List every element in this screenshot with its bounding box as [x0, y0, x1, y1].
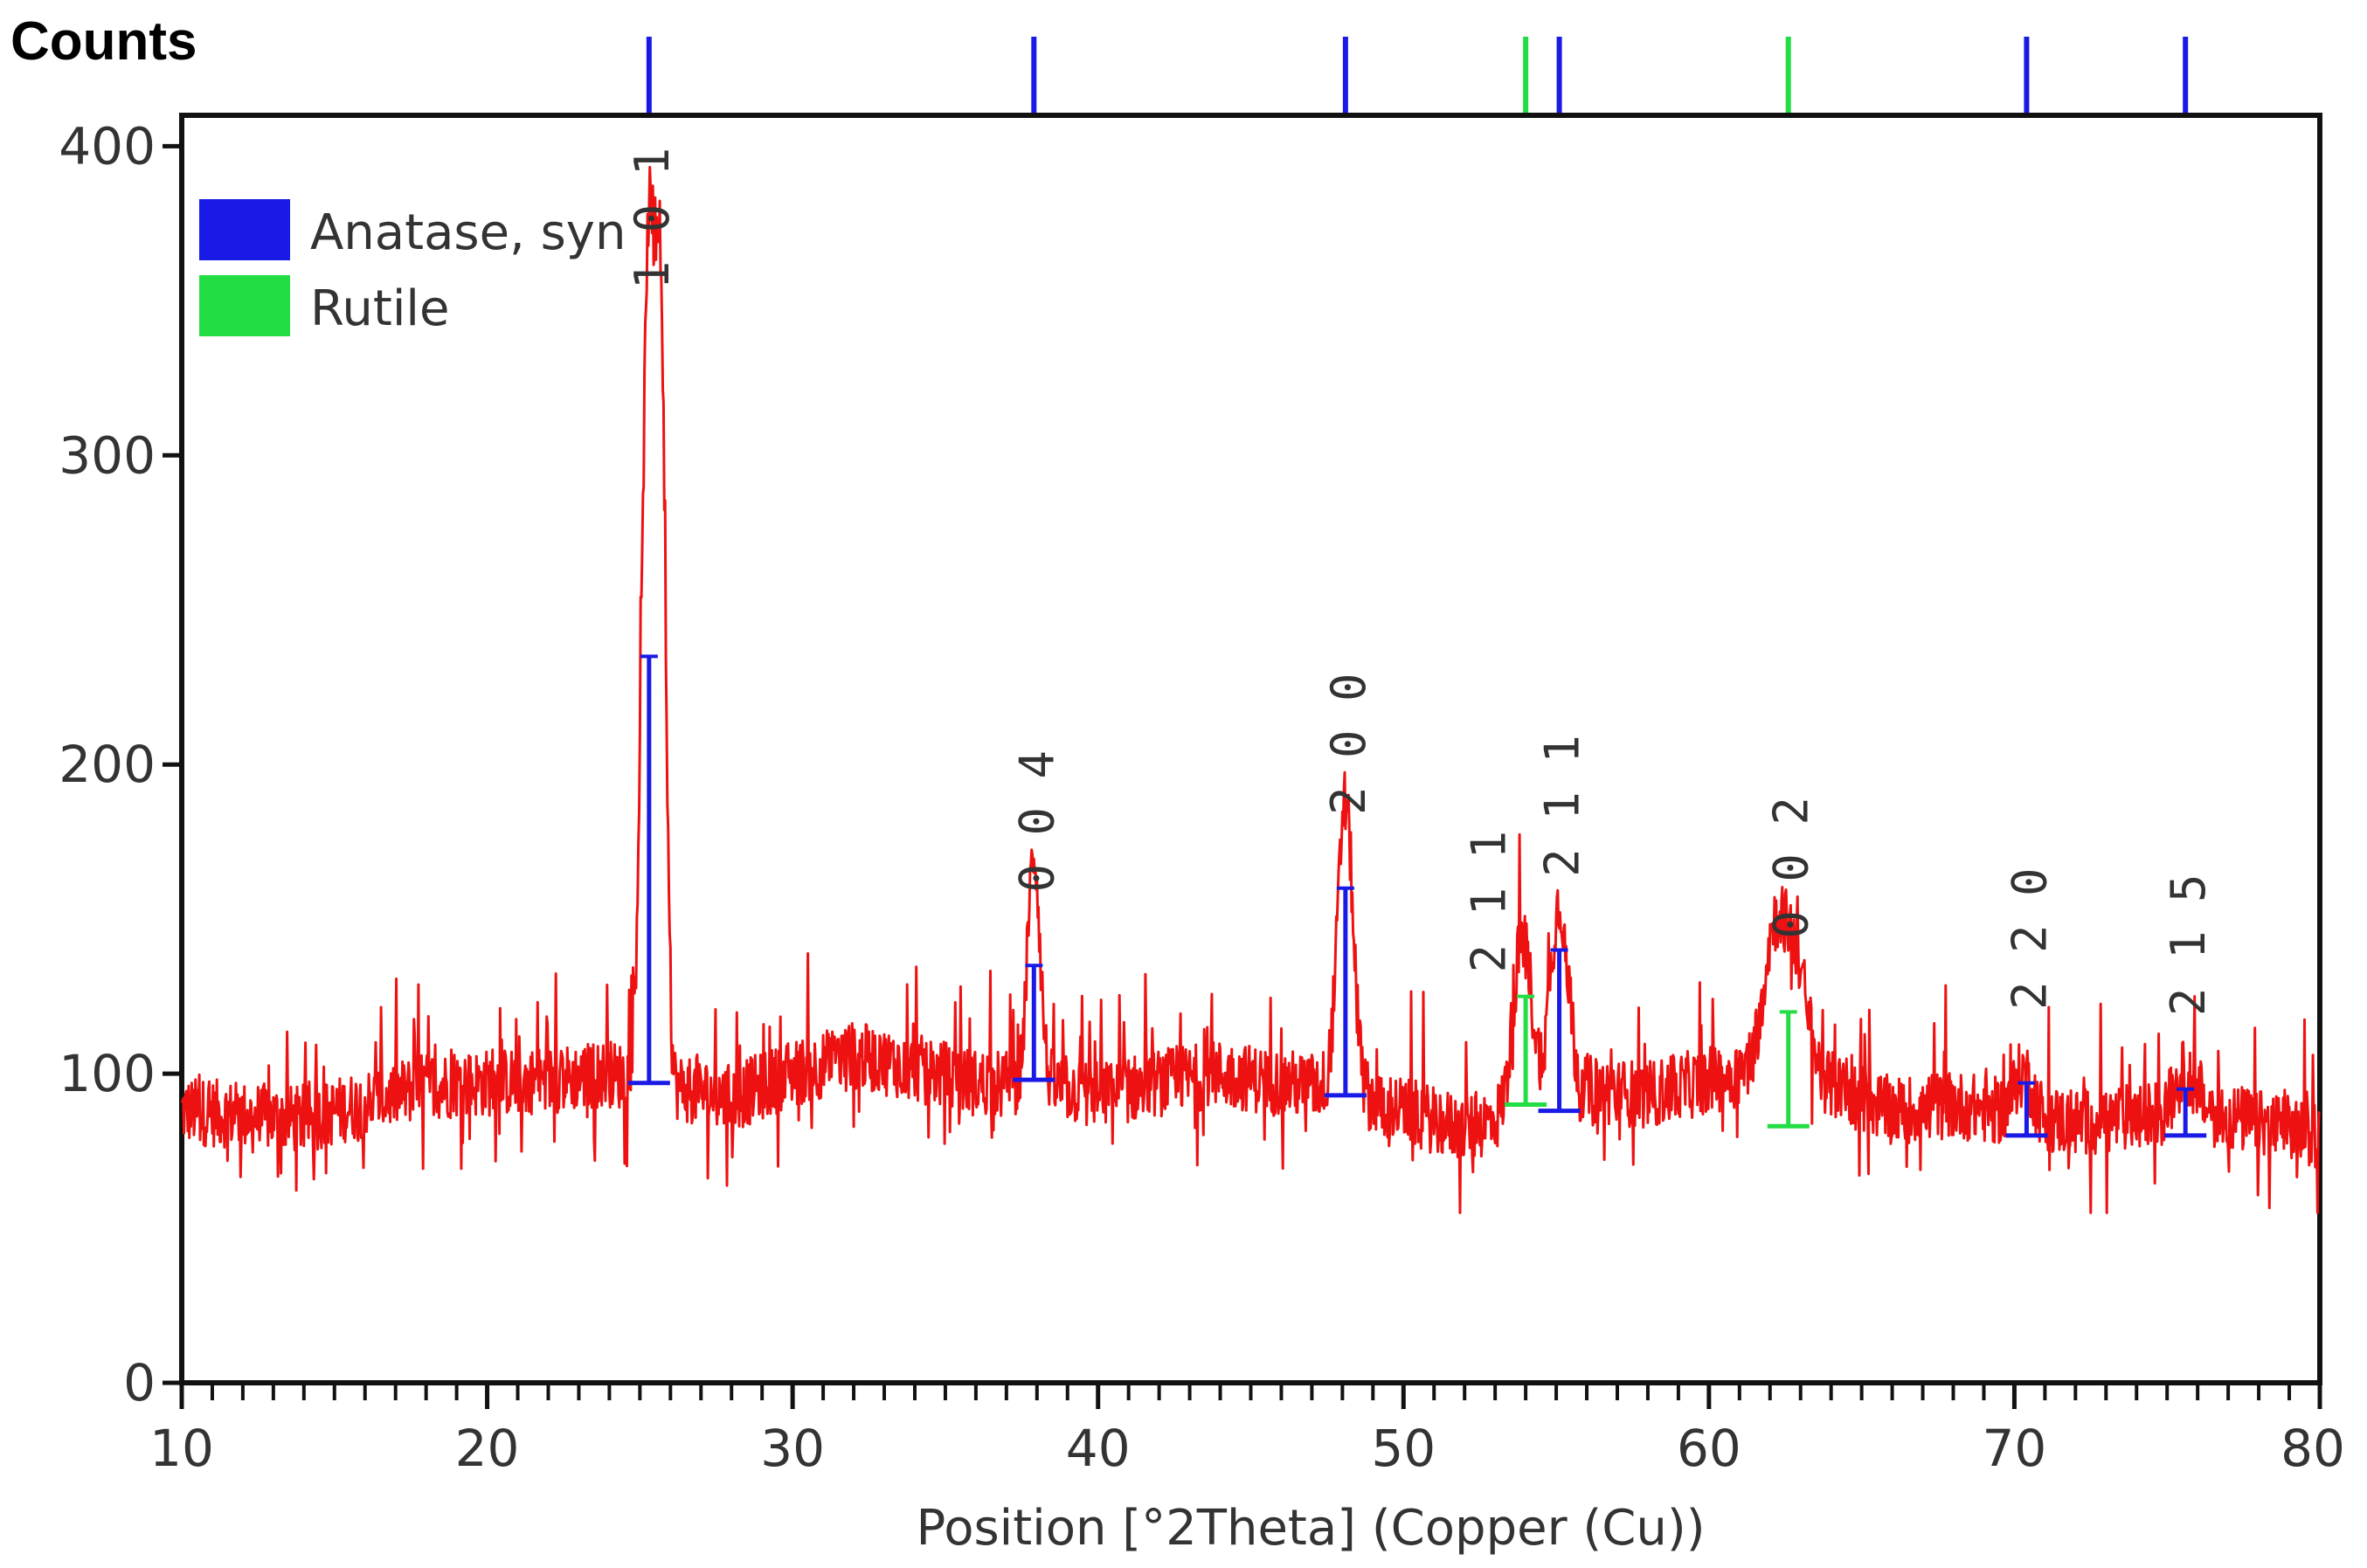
y-tick-label: 0 [123, 1353, 156, 1413]
hkl-label: 0 0 4 [1009, 750, 1064, 893]
hkl-label: 2 1 1 [1462, 831, 1517, 973]
x-tick-label: 60 [1677, 1419, 1741, 1478]
x-tick-label: 40 [1066, 1419, 1131, 1478]
hkl-label: 2 1 5 [2161, 874, 2216, 1017]
pattern-line [180, 165, 2321, 1214]
x-tick-label: 30 [760, 1419, 825, 1478]
x-tick-label: 70 [1983, 1419, 2047, 1478]
hkl-label: 2 1 1 [1535, 735, 1590, 877]
legend-label-rutile: Rutile [310, 280, 449, 337]
y-tick-label: 200 [59, 735, 156, 794]
x-tick-label: 50 [1371, 1419, 1436, 1478]
legend-swatch-anatase [199, 199, 290, 260]
diffraction-pattern [180, 165, 2321, 1214]
legend: Anatase, syn Rutile [199, 199, 626, 337]
hkl-labels: 1 0 1 0 0 4 2 0 0 2 1 1 2 1 1 0 0 2 2 2 0 2 1 5 [625, 148, 2216, 1016]
x-tick-label: 80 [2280, 1419, 2345, 1478]
hkl-label: 2 2 0 [2002, 867, 2057, 1010]
y-tick-label: 100 [59, 1044, 156, 1103]
x-tick-label: 20 [455, 1419, 520, 1478]
y-tick-label: 300 [59, 425, 156, 485]
reference-sticks [627, 654, 2207, 1138]
legend-swatch-rutile [199, 275, 290, 336]
y-axis: 0 100 200 300 400 [59, 116, 182, 1413]
y-tick-label: 400 [59, 116, 156, 176]
x-tick-label: 10 [149, 1419, 214, 1478]
legend-label-anatase: Anatase, syn [310, 204, 626, 261]
plot-frame [179, 113, 2322, 1385]
hkl-label: 0 0 2 [1764, 797, 1819, 939]
hkl-label: 1 0 1 [625, 148, 680, 290]
y-axis-title: Counts [10, 11, 197, 72]
plot-area [179, 113, 2322, 1385]
reference-marks-top [646, 37, 2189, 115]
hkl-label: 2 0 0 [1321, 673, 1376, 815]
x-axis-title: Position [°2Theta] (Copper (Cu)) [916, 1500, 1705, 1557]
x-axis: 10 20 30 40 50 60 70 80 [149, 1383, 2345, 1478]
